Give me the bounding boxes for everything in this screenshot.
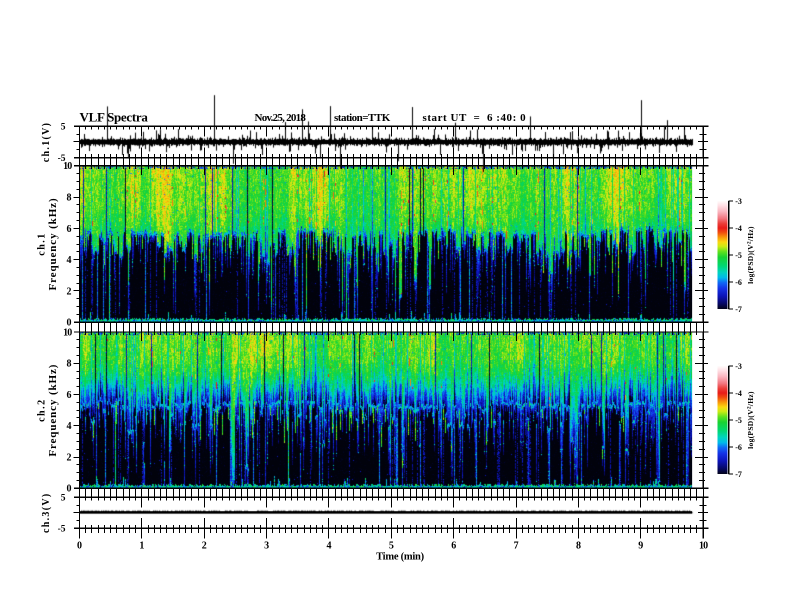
svg-text:ch.1(V): ch.1(V) — [41, 122, 52, 162]
svg-text:4: 4 — [67, 421, 72, 432]
svg-text:2: 2 — [202, 541, 207, 552]
svg-text:-3: -3 — [735, 362, 742, 371]
svg-text:start UT = 6 :40: 0: start UT = 6 :40: 0 — [423, 112, 527, 124]
svg-text:0: 0 — [67, 484, 72, 495]
svg-text:5: 5 — [61, 494, 66, 504]
svg-text:ch.3(V): ch.3(V) — [41, 493, 52, 533]
svg-text:5: 5 — [389, 541, 394, 552]
svg-text:8: 8 — [67, 193, 72, 204]
svg-text:0: 0 — [77, 541, 82, 552]
svg-text:-5: -5 — [58, 525, 66, 535]
svg-text:8: 8 — [576, 541, 581, 552]
svg-text:9: 9 — [638, 541, 643, 552]
svg-text:-7: -7 — [735, 470, 742, 479]
svg-text:-4: -4 — [735, 389, 742, 398]
svg-text:10: 10 — [699, 541, 708, 552]
svg-text:-5: -5 — [58, 154, 66, 164]
svg-text:5: 5 — [61, 123, 66, 133]
svg-text:-6: -6 — [735, 278, 742, 287]
svg-text:station=TTK: station=TTK — [334, 112, 391, 124]
svg-text:-7: -7 — [735, 305, 742, 314]
svg-text:Time (min): Time (min) — [376, 552, 425, 563]
svg-text:VLF Spectra: VLF Spectra — [80, 109, 149, 124]
svg-text:-5: -5 — [735, 416, 742, 425]
svg-text:1: 1 — [139, 541, 144, 552]
svg-text:Frequency (kHz): Frequency (kHz) — [47, 364, 59, 457]
svg-text:-4: -4 — [735, 224, 742, 233]
svg-text:-5: -5 — [735, 251, 742, 260]
svg-text:Nov.25, 2018: Nov.25, 2018 — [255, 112, 307, 124]
svg-text:ch.2: ch.2 — [36, 398, 47, 422]
svg-text:-6: -6 — [735, 443, 742, 452]
svg-text:8: 8 — [67, 359, 72, 370]
svg-text:3: 3 — [264, 541, 269, 552]
svg-text:Frequency (kHz): Frequency (kHz) — [47, 197, 59, 290]
svg-text:4: 4 — [327, 541, 332, 552]
svg-text:7: 7 — [514, 541, 519, 552]
svg-text:0: 0 — [67, 318, 72, 329]
svg-text:-3: -3 — [735, 197, 742, 206]
svg-text:10: 10 — [63, 327, 72, 338]
svg-text:log(PSD)(V2/Hz): log(PSD)(V2/Hz) — [746, 226, 755, 284]
svg-text:6: 6 — [451, 541, 456, 552]
svg-text:2: 2 — [67, 452, 72, 463]
svg-text:ch.1: ch.1 — [37, 232, 48, 256]
svg-text:log(PSD)(V2/Hz): log(PSD)(V2/Hz) — [746, 391, 755, 449]
svg-text:10: 10 — [63, 161, 72, 172]
svg-text:2: 2 — [67, 286, 72, 297]
svg-text:6: 6 — [67, 390, 72, 401]
svg-text:6: 6 — [67, 224, 72, 235]
svg-text:4: 4 — [67, 255, 72, 266]
